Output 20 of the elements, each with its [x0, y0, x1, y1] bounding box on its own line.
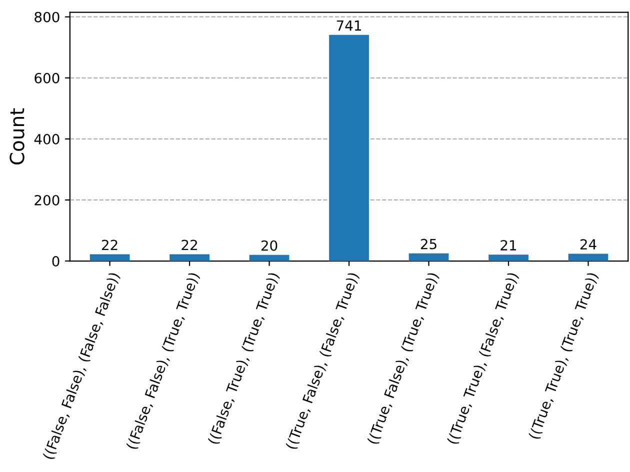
- data-label: 25: [420, 238, 436, 250]
- bar: [408, 253, 449, 262]
- bar: [488, 254, 528, 262]
- bar: [90, 254, 130, 262]
- bar: [568, 254, 608, 262]
- y-axis-title: Count: [10, 108, 24, 164]
- data-label: 22: [102, 240, 118, 250]
- bar: [329, 34, 369, 262]
- y-tick-label: 600: [34, 72, 60, 84]
- y-tick-label: 0: [52, 256, 60, 266]
- y-tick-label: 200: [34, 194, 60, 206]
- data-label: 741: [336, 20, 361, 31]
- y-tick-label: 400: [34, 134, 60, 144]
- data-label: 24: [580, 239, 596, 250]
- data-label: 22: [182, 240, 197, 250]
- data-label: 21: [500, 240, 516, 250]
- y-tick-label: 800: [34, 12, 60, 22]
- bar: [170, 254, 210, 262]
- data-label: 20: [261, 240, 278, 251]
- bar: [249, 254, 290, 262]
